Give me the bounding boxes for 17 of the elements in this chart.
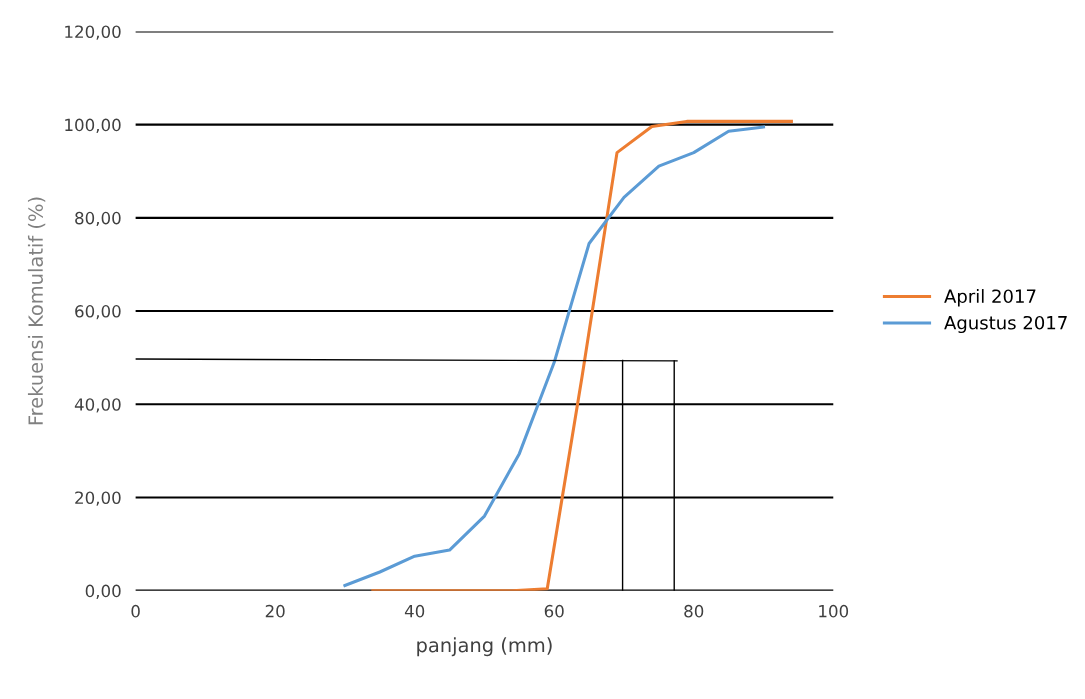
x-axis-title: panjang (mm) <box>417 637 552 657</box>
x-tick-label: 20 <box>265 604 285 618</box>
x-tick-label: 80 <box>684 604 704 618</box>
y-tick-label: 120,00 <box>65 25 121 40</box>
y-axis-title: Frekuensi Komulatif (%) <box>27 197 46 425</box>
y-tick-label: 0,00 <box>85 584 121 599</box>
y-tick-label: 60,00 <box>75 305 121 320</box>
legend-label: Agustus 2017 <box>944 315 1067 334</box>
y-tick-label: 100,00 <box>65 118 121 133</box>
x-tick-label: 100 <box>819 604 849 618</box>
y-tick-label: 40,00 <box>74 398 121 413</box>
x-tick-label: 0 <box>131 604 140 618</box>
y-tick-label: 20,00 <box>75 491 121 506</box>
legend-label: April 2017 <box>944 289 1036 307</box>
x-tick-label: 60 <box>544 604 564 618</box>
y-tick-label: 80,00 <box>75 211 121 227</box>
x-tick-label: 40 <box>404 604 425 618</box>
